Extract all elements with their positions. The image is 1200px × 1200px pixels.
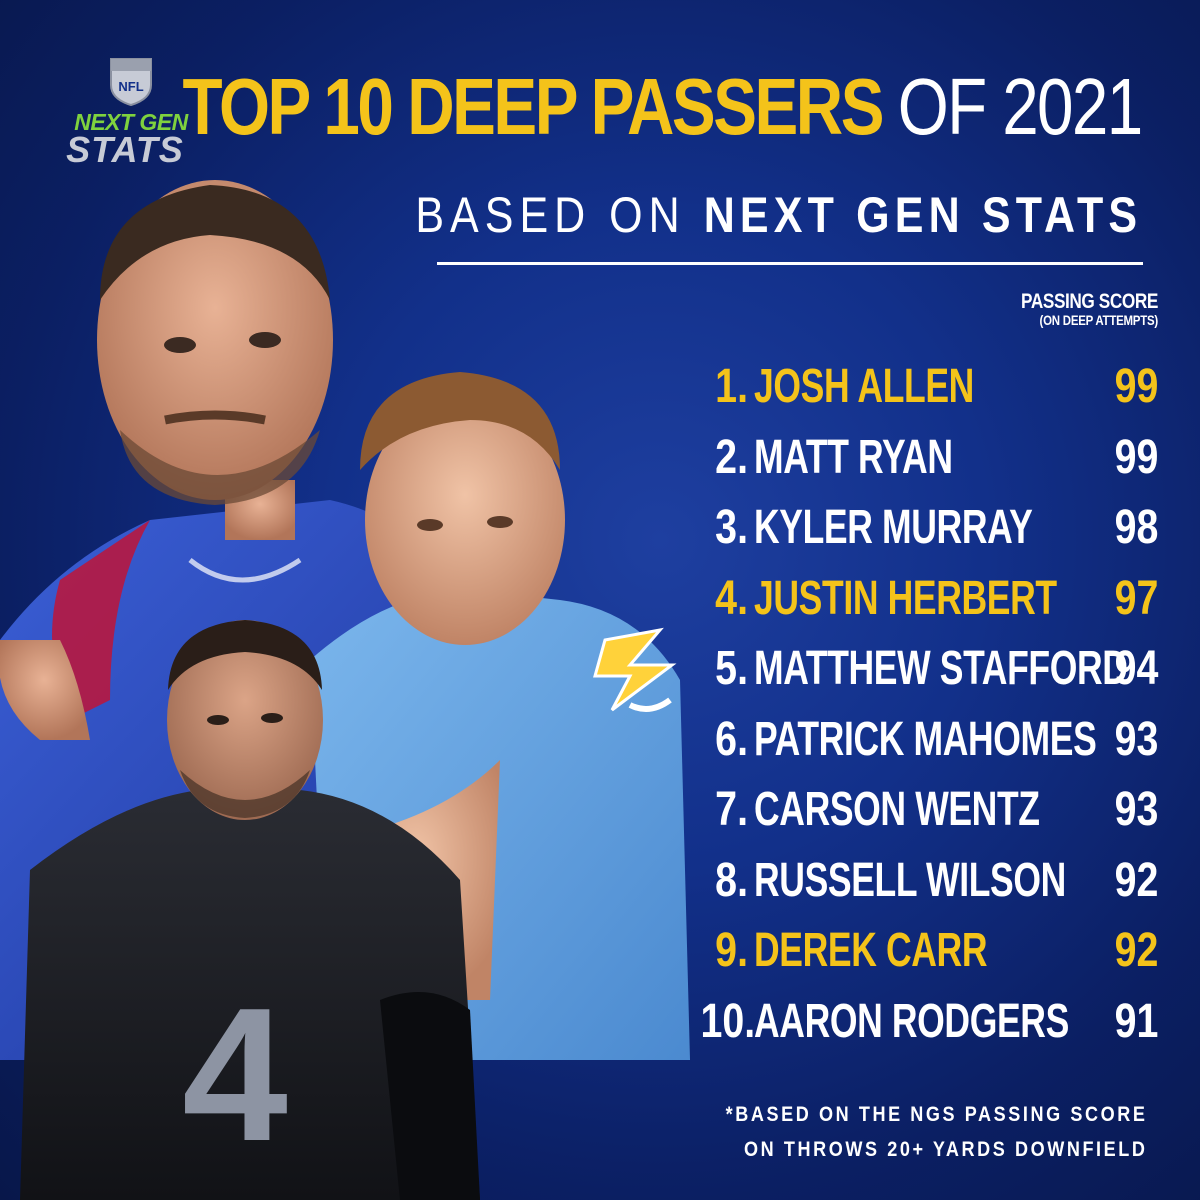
score-column-header: PASSING SCORE (ON DEEP ATTEMPTS) xyxy=(991,290,1158,328)
subtitle: BASED ON NEXT GEN STATS xyxy=(415,185,1142,245)
ranking-row: 10. AARON RODGERS 91 xyxy=(690,990,1160,1061)
rank-number: 8. xyxy=(715,853,748,907)
next-gen-stats-logo: NFL NEXT GEN STATS xyxy=(55,55,205,170)
subtitle-bold: NEXT GEN STATS xyxy=(703,187,1142,243)
ranking-row: 9. DEREK CARR 92 xyxy=(690,919,1160,990)
footnote: *BASED ON THE NGS PASSING SCORE ON THROW… xyxy=(726,1097,1148,1167)
logo-stats: STATS xyxy=(66,129,184,170)
logo-next-gen: NEXT GEN xyxy=(74,109,188,135)
ranking-row: 3. KYLER MURRAY 98 xyxy=(690,496,1160,567)
passing-score: 94 xyxy=(1114,642,1158,695)
player-name: MATT RYAN xyxy=(754,430,953,484)
ranking-row: 1. JOSH ALLEN 99 xyxy=(690,355,1160,426)
passing-score: 97 xyxy=(1114,571,1158,625)
page-title: TOP 10 DEEP PASSERS OF 2021 xyxy=(0,62,1144,152)
rank-number: 7. xyxy=(715,783,748,836)
player-name: AARON RODGERS xyxy=(754,994,1069,1048)
player-derek-carr: 4 xyxy=(20,620,480,1200)
rank-number: 9. xyxy=(715,924,748,977)
player-name: JOSH ALLEN xyxy=(754,360,974,413)
passing-score: 99 xyxy=(1114,430,1158,484)
ranking-row: 6. PATRICK MAHOMES 93 xyxy=(690,708,1160,779)
ranking-row: 7. CARSON WENTZ 93 xyxy=(690,778,1160,849)
title-main: TOP 10 DEEP PASSERS xyxy=(182,62,885,151)
ranking-row: 8. RUSSELL WILSON 92 xyxy=(690,849,1160,920)
passing-score: 93 xyxy=(1114,783,1158,836)
rank-number: 10. xyxy=(700,994,756,1048)
player-name: MATTHEW STAFFORD xyxy=(754,642,1128,695)
player-name: RUSSELL WILSON xyxy=(754,853,1066,907)
passing-score: 91 xyxy=(1114,994,1158,1048)
passing-score: 92 xyxy=(1114,853,1158,907)
rank-number: 6. xyxy=(715,712,748,766)
passing-score: 92 xyxy=(1114,924,1158,977)
score-column-sublabel: (ON DEEP ATTEMPTS) xyxy=(1039,312,1159,328)
footnote-line2: ON THROWS 20+ YARDS DOWNFIELD xyxy=(744,1138,1148,1161)
player-name: JUSTIN HERBERT xyxy=(754,571,1057,625)
title-divider xyxy=(437,262,1143,265)
passing-score: 98 xyxy=(1114,501,1158,554)
ranking-row: 4. JUSTIN HERBERT 97 xyxy=(690,567,1160,638)
score-column-label: PASSING SCORE xyxy=(1021,290,1158,313)
jersey-number: 4 xyxy=(182,969,288,1181)
rankings-list: 1. JOSH ALLEN 99 2. MATT RYAN 99 3. KYLER MUR… xyxy=(690,355,1160,1060)
rank-number: 3. xyxy=(715,501,748,554)
rank-number: 1. xyxy=(715,360,748,413)
passing-score: 93 xyxy=(1114,712,1158,766)
player-name: CARSON WENTZ xyxy=(754,783,1040,836)
nfl-shield-icon: NFL xyxy=(110,58,152,107)
passing-score: 99 xyxy=(1114,360,1158,413)
player-name: PATRICK MAHOMES xyxy=(754,712,1097,766)
subtitle-light: BASED ON xyxy=(415,187,686,243)
rank-number: 5. xyxy=(715,642,748,695)
footnote-line1: *BASED ON THE NGS PASSING SCORE xyxy=(726,1103,1148,1126)
title-suffix: OF 2021 xyxy=(898,62,1143,151)
rank-number: 4. xyxy=(715,571,748,625)
player-name: DEREK CARR xyxy=(754,924,988,977)
player-name: KYLER MURRAY xyxy=(754,501,1033,554)
rank-number: 2. xyxy=(715,430,748,484)
ranking-row: 5. MATTHEW STAFFORD 94 xyxy=(690,637,1160,708)
nfl-shield-text: NFL xyxy=(118,79,143,94)
ranking-row: 2. MATT RYAN 99 xyxy=(690,426,1160,497)
